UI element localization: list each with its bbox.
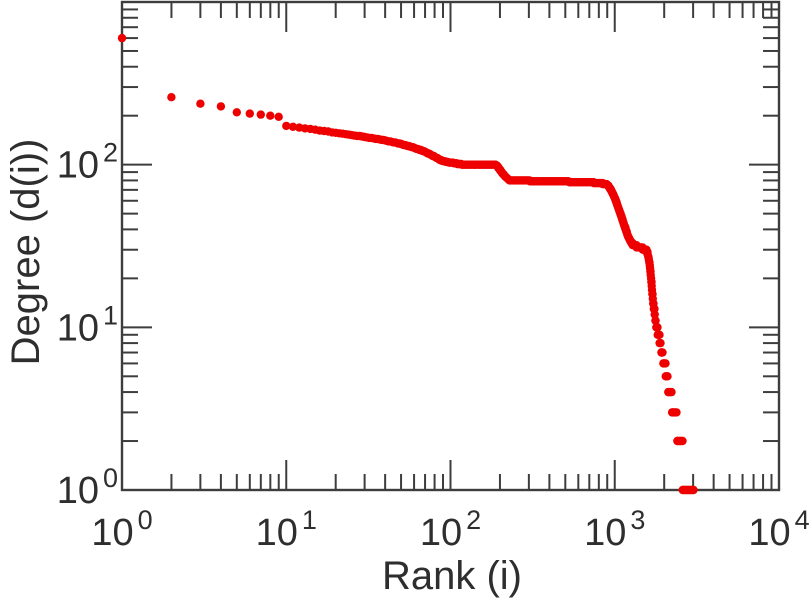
data-points [117,33,698,495]
x-tick-label: 10 2 [420,505,481,554]
y-axis-label: Degree (d(i)) [4,138,48,366]
plot-border [120,0,781,492]
x-tick-label: 10 0 [91,505,152,554]
x-axis-label: Rank (i) [381,554,523,598]
x-tick-label: 10 4 [748,505,809,554]
x-tick-label: 10 1 [256,505,317,554]
y-tick-label: 10 0 [57,463,118,512]
y-tick-label: 10 1 [57,300,118,349]
x-tick-label: 10 3 [584,505,645,554]
tick-labels: 10 0 10 1 10 2 10 3 10 4 10 0 10 1 10 2 [57,138,810,554]
y-tick-label: 10 2 [57,138,118,187]
axis-ticks [121,2,780,491]
